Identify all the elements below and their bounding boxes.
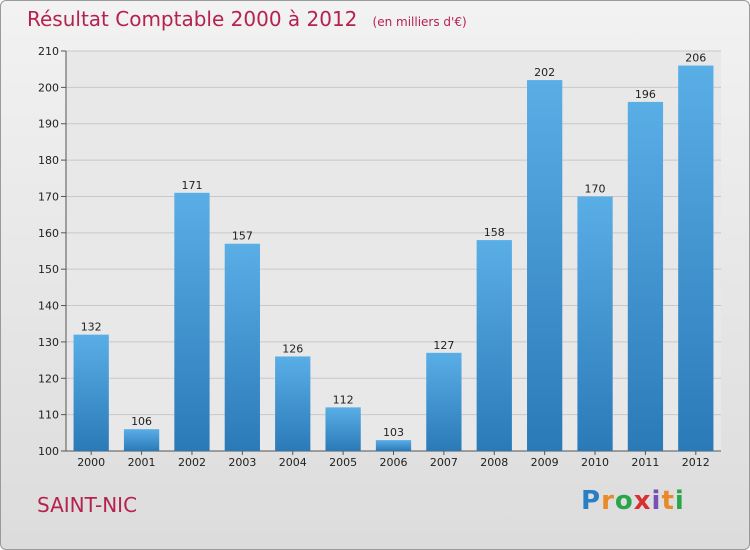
bar bbox=[174, 192, 210, 451]
logo-letter: i bbox=[674, 486, 685, 516]
x-tick-label: 2000 bbox=[77, 456, 105, 469]
logo-letter: P bbox=[581, 486, 602, 516]
y-tick-label: 110 bbox=[38, 409, 59, 422]
bar bbox=[527, 80, 563, 451]
data-label: 127 bbox=[433, 339, 454, 352]
data-label: 158 bbox=[484, 226, 505, 239]
y-tick-label: 180 bbox=[38, 154, 59, 167]
bar bbox=[275, 356, 311, 451]
data-label: 157 bbox=[232, 230, 253, 243]
x-tick-label: 2012 bbox=[682, 456, 710, 469]
x-tick-label: 2005 bbox=[329, 456, 357, 469]
logo-letter: o bbox=[614, 486, 634, 516]
bar bbox=[123, 429, 160, 451]
plot-area bbox=[66, 51, 721, 451]
y-tick-label: 160 bbox=[38, 227, 59, 240]
x-tick-label: 2004 bbox=[279, 456, 307, 469]
commune-name: SAINT-NIC bbox=[37, 493, 138, 517]
data-label: 196 bbox=[635, 88, 656, 101]
bar bbox=[224, 243, 260, 451]
x-tick-label: 2011 bbox=[631, 456, 659, 469]
x-tick-label: 2008 bbox=[480, 456, 508, 469]
data-label: 103 bbox=[383, 426, 404, 439]
y-tick-label: 120 bbox=[38, 372, 59, 385]
x-tick-label: 2007 bbox=[430, 456, 458, 469]
x-tick-label: 2009 bbox=[531, 456, 559, 469]
y-tick-label: 190 bbox=[38, 118, 59, 131]
data-label: 171 bbox=[181, 179, 202, 192]
logo-letter: r bbox=[601, 486, 615, 516]
x-tick-label: 2006 bbox=[380, 456, 408, 469]
bar bbox=[426, 352, 462, 451]
bar bbox=[678, 65, 714, 451]
data-label: 202 bbox=[534, 66, 555, 79]
y-tick-label: 200 bbox=[38, 81, 59, 94]
bar bbox=[73, 334, 109, 451]
chart-unit: (en milliers d'€) bbox=[372, 15, 467, 29]
y-tick-label: 130 bbox=[38, 336, 59, 349]
data-label: 170 bbox=[585, 182, 606, 195]
y-tick-label: 170 bbox=[38, 190, 59, 203]
logo-letter: t bbox=[661, 486, 675, 516]
y-tick-label: 210 bbox=[38, 45, 59, 58]
y-tick-label: 100 bbox=[38, 445, 59, 458]
x-tick-label: 2002 bbox=[178, 456, 206, 469]
data-label: 206 bbox=[685, 52, 706, 65]
x-tick-label: 2003 bbox=[228, 456, 256, 469]
bar bbox=[627, 101, 664, 451]
bar bbox=[325, 407, 361, 451]
logo-letter: x bbox=[633, 486, 652, 516]
chart-title-block: Résultat Comptable 2000 à 2012 (en milli… bbox=[27, 7, 467, 31]
data-label: 106 bbox=[131, 415, 152, 428]
y-tick-label: 140 bbox=[38, 300, 59, 313]
y-tick-label: 150 bbox=[38, 263, 59, 276]
bar bbox=[577, 196, 613, 451]
data-label: 112 bbox=[333, 393, 354, 406]
bar bbox=[476, 240, 512, 451]
x-tick-label: 2001 bbox=[128, 456, 156, 469]
x-tick-label: 2010 bbox=[581, 456, 609, 469]
proxiti-logo: Proxiti bbox=[581, 486, 685, 516]
bar bbox=[375, 440, 412, 451]
logo-letter: i bbox=[651, 486, 662, 516]
chart-title: Résultat Comptable 2000 à 2012 bbox=[27, 7, 358, 31]
data-label: 132 bbox=[81, 321, 102, 334]
data-label: 126 bbox=[282, 342, 303, 355]
